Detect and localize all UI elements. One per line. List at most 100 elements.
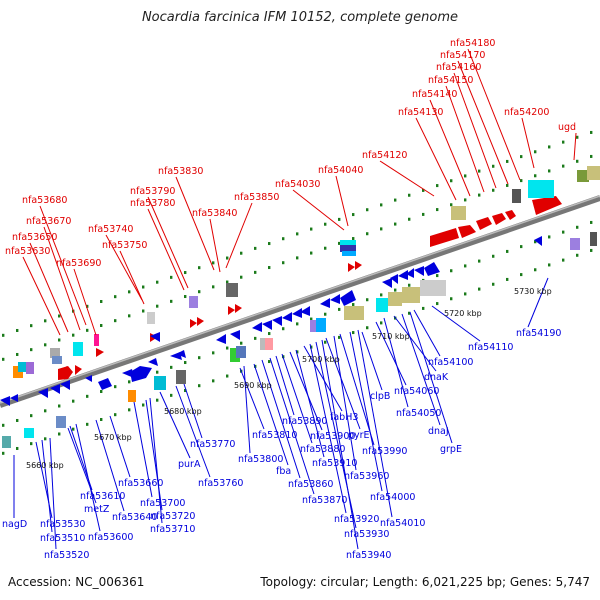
track-dot xyxy=(310,251,313,255)
track-dot xyxy=(212,285,215,289)
track-dot xyxy=(100,300,103,303)
gene-label: nfa53520 xyxy=(44,550,89,561)
gene-arrow xyxy=(150,332,160,342)
track-dot xyxy=(16,328,19,332)
gene-label: nfa53740 xyxy=(88,224,133,235)
track-dot xyxy=(268,332,271,336)
gene-arrow xyxy=(414,266,424,276)
track-dot xyxy=(114,295,117,299)
gene-arrow xyxy=(230,330,240,340)
track-dot xyxy=(198,384,201,388)
gene-arrow xyxy=(262,320,272,330)
leader-line xyxy=(413,309,441,357)
track-dot xyxy=(100,390,103,393)
gene-arrow xyxy=(60,380,70,390)
gene-arrow xyxy=(190,319,197,328)
gene-label: nfa53870 xyxy=(302,495,347,506)
track-dot xyxy=(198,266,201,270)
track-dot xyxy=(72,427,75,431)
gene-box xyxy=(344,306,364,320)
track-dot xyxy=(590,248,593,252)
leader-line xyxy=(209,218,221,273)
gene-arrow xyxy=(292,308,302,318)
track-dot xyxy=(86,422,89,426)
track-dot xyxy=(534,240,537,244)
track-dot xyxy=(352,237,355,241)
gene-arrow xyxy=(282,312,292,322)
gene-arrow xyxy=(532,196,562,215)
gene-box xyxy=(73,342,83,356)
gene-arrow xyxy=(75,365,82,375)
track-dot xyxy=(534,268,537,272)
gene-label: nfa54190 xyxy=(516,328,561,339)
track-dot xyxy=(464,198,467,202)
gene-arrow xyxy=(505,210,516,220)
gene-label: nfa53720 xyxy=(150,511,195,522)
track-dot xyxy=(282,261,285,265)
track-dot xyxy=(114,385,117,389)
gene-arrow xyxy=(355,261,362,270)
track-dot xyxy=(338,307,341,311)
track-dot xyxy=(450,297,453,301)
track-dot xyxy=(30,348,33,352)
gene-label: nfa53610 xyxy=(80,491,125,502)
leader-line xyxy=(269,357,315,495)
leader-line xyxy=(357,329,393,518)
track-dot xyxy=(492,164,495,168)
track-dot xyxy=(562,258,565,262)
track-dot xyxy=(44,437,47,441)
track-dot xyxy=(548,235,551,239)
track-dot xyxy=(296,256,299,260)
gene-label: nfa53840 xyxy=(192,208,237,219)
gene-box xyxy=(451,206,466,220)
gene-arrow xyxy=(50,384,60,394)
leader-line xyxy=(409,311,453,444)
gene-label: nfa53990 xyxy=(362,446,407,457)
leader-line xyxy=(253,363,289,466)
track-dot xyxy=(58,338,61,342)
gene-label: nfa53530 xyxy=(40,519,85,530)
gene-arrow xyxy=(176,350,186,358)
gene-box xyxy=(265,338,273,350)
gene-label: nfa53630 xyxy=(5,246,50,257)
gene-label: nfa53880 xyxy=(300,444,345,455)
track-dot xyxy=(380,203,383,207)
track-dot xyxy=(352,331,355,335)
track-dot xyxy=(240,251,243,255)
gene-label: nfa54010 xyxy=(380,518,425,529)
gene-arrow xyxy=(430,228,459,247)
leader-line xyxy=(43,226,81,331)
gene-arrow xyxy=(252,322,262,332)
track-dot xyxy=(128,314,131,318)
gene-box xyxy=(50,348,60,358)
track-dot xyxy=(16,446,19,450)
gene-label: nfa53680 xyxy=(22,195,67,206)
track-dot xyxy=(422,306,425,310)
track-dot xyxy=(16,418,19,422)
gene-label: clpB xyxy=(370,391,390,402)
leader-line xyxy=(159,391,191,459)
gene-label: nfa54000 xyxy=(370,492,415,503)
gene-arrow xyxy=(320,298,330,308)
tick-label: 5700 kbp xyxy=(302,355,340,364)
gene-label: fba xyxy=(276,466,291,477)
gene-label: nfa54130 xyxy=(398,107,443,118)
track-dot xyxy=(408,217,411,221)
leader-line xyxy=(73,268,97,336)
gene-box xyxy=(310,320,318,332)
track-dot xyxy=(16,352,19,356)
page-title: Nocardia farcinica IFM 10152, complete g… xyxy=(141,10,459,25)
gene-label: nfa53750 xyxy=(102,240,147,251)
gene-arrow xyxy=(398,270,408,280)
track-dot xyxy=(44,319,47,323)
gene-label: nfa53930 xyxy=(344,529,389,540)
leader-line xyxy=(393,315,437,372)
gene-label: nfa54060 xyxy=(394,386,439,397)
gene-arrow xyxy=(300,306,310,316)
track-dot xyxy=(338,335,341,339)
gene-label: nfa53600 xyxy=(88,532,133,543)
track-dot xyxy=(324,246,327,250)
track-dot xyxy=(2,451,5,455)
track-dot xyxy=(58,404,61,408)
gene-label: nfa53900 xyxy=(310,431,355,442)
